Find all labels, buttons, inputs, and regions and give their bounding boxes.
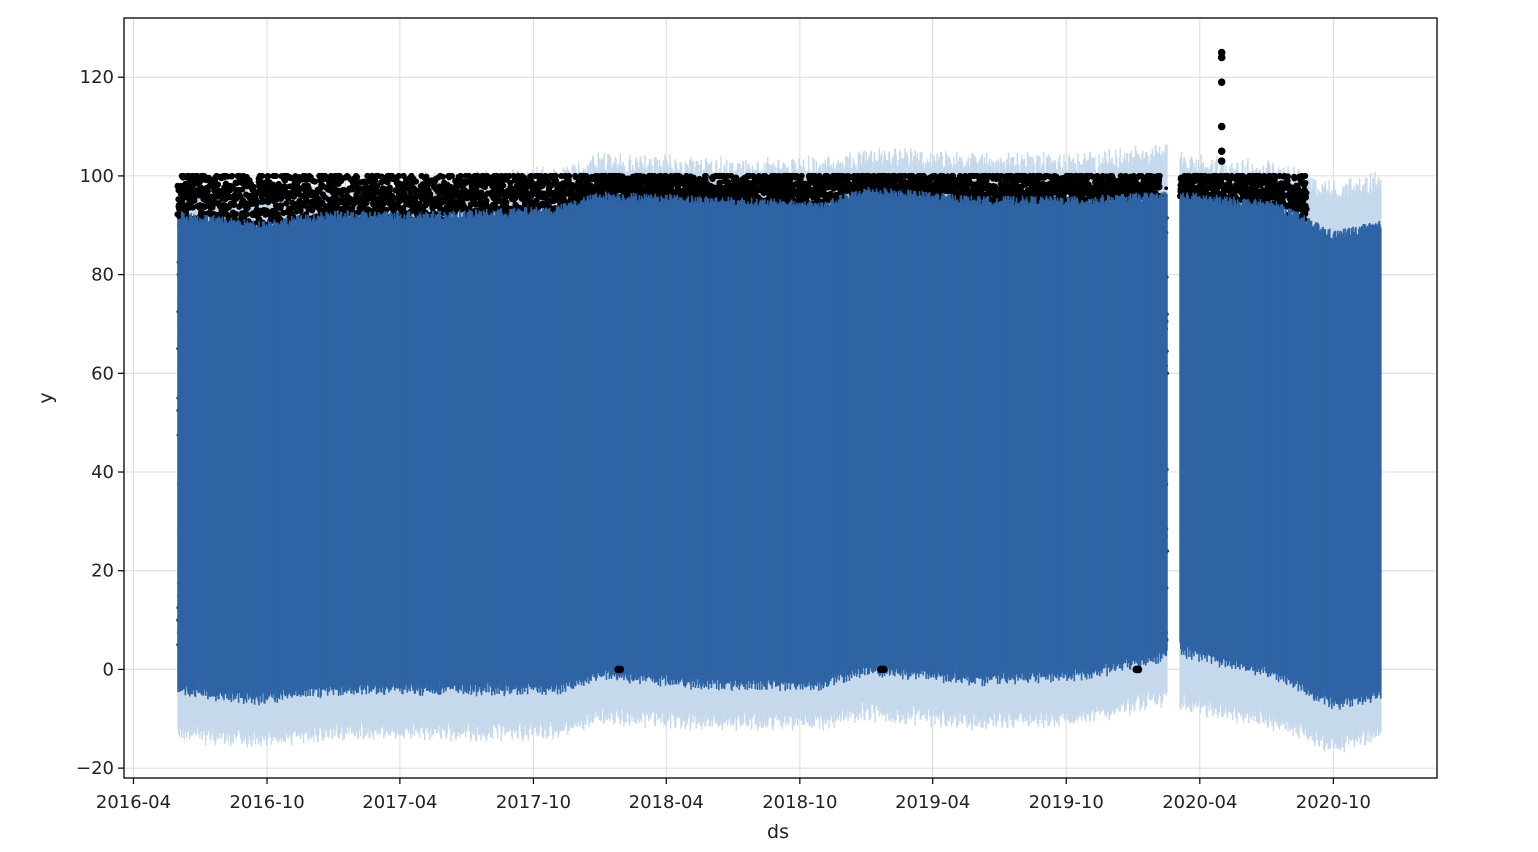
observed-point <box>356 185 364 192</box>
observed-point <box>243 211 251 218</box>
observed-point <box>214 181 222 188</box>
observed-point <box>483 197 490 204</box>
observed-point <box>702 172 709 180</box>
observed-point <box>204 187 211 195</box>
observed-point <box>690 174 697 181</box>
observed-point <box>386 184 393 191</box>
observed-point <box>520 174 528 181</box>
observed-point <box>232 210 240 218</box>
observed-point <box>427 191 434 198</box>
observed-point <box>565 172 573 180</box>
observed-point <box>495 198 502 205</box>
observed-point <box>372 177 379 184</box>
observed-point <box>206 176 214 183</box>
observed-point <box>264 199 272 206</box>
observed-point <box>373 183 381 190</box>
observed-point <box>343 203 351 210</box>
observed-point <box>297 207 304 214</box>
observed-point <box>278 202 285 209</box>
observed-point <box>562 190 569 198</box>
observed-point <box>503 199 510 206</box>
observed-point <box>798 172 805 180</box>
observed-point <box>395 172 402 180</box>
observed-point <box>190 182 197 189</box>
observed-point <box>228 173 235 180</box>
observed-point <box>400 172 407 180</box>
observed-point <box>265 173 272 180</box>
observed-point <box>272 202 280 209</box>
data-layer <box>174 48 1382 753</box>
observed-point <box>926 181 933 188</box>
observed-point <box>572 172 579 180</box>
observed-point <box>733 176 740 183</box>
observed-point <box>481 183 488 191</box>
observed-point <box>269 186 276 193</box>
observed-point <box>552 172 559 180</box>
observed-point <box>962 172 969 180</box>
observed-point <box>353 173 361 181</box>
observed-point <box>311 178 318 185</box>
observed-point <box>259 172 266 180</box>
observed-point <box>283 200 290 207</box>
observed-point <box>253 201 260 208</box>
observed-point <box>448 172 455 180</box>
observed-point <box>208 203 216 210</box>
observed-point <box>457 172 464 180</box>
observed-point <box>470 196 478 204</box>
observed-point <box>189 204 196 211</box>
observed-point <box>956 172 964 180</box>
observed-point <box>524 183 531 190</box>
observed-point <box>401 190 408 198</box>
observed-point <box>270 181 277 188</box>
observed-point <box>365 206 372 213</box>
observed-point <box>500 182 507 189</box>
observed-point <box>412 178 419 185</box>
observed-point <box>506 172 513 180</box>
observed-point <box>439 173 447 180</box>
observed-point <box>250 183 257 191</box>
observed-point <box>272 172 279 180</box>
